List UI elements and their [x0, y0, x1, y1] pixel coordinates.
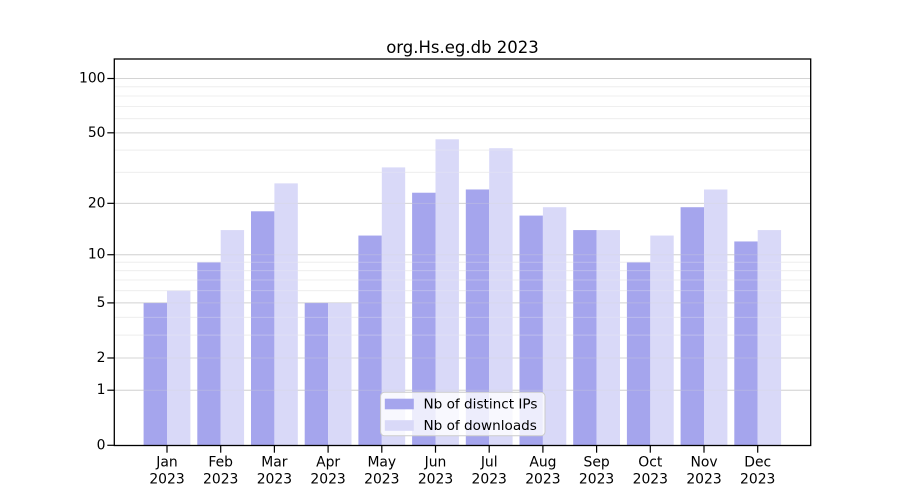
- x-tick-label-year: 2023: [203, 472, 238, 488]
- y-tick-label: 50: [88, 125, 106, 141]
- bar-ips-feb: [197, 262, 221, 446]
- bar-downloads-may: [381, 167, 406, 446]
- legend-label-downloads: Nb of downloads: [424, 418, 537, 434]
- bar-downloads-apr: [328, 302, 352, 446]
- bar-downloads-sep: [596, 230, 620, 446]
- axis-ticks: 0125102050100Jan2023Feb2023Mar2023Apr202…: [79, 71, 775, 488]
- x-tick-label-month: Dec: [744, 455, 771, 471]
- bar-downloads-jun: [435, 139, 459, 446]
- x-tick-label-month: Feb: [208, 455, 233, 471]
- x-tick-label-month: Apr: [316, 455, 340, 471]
- bar-ips-jan: [143, 302, 167, 446]
- y-tick-label: 5: [97, 295, 106, 311]
- x-tick-label-month: Nov: [690, 455, 717, 471]
- x-tick-label-year: 2023: [364, 472, 399, 488]
- x-tick-label-month: Aug: [529, 455, 556, 471]
- bar-ips-oct: [626, 262, 651, 446]
- bar-downloads-jan: [167, 290, 191, 446]
- bar-downloads-dec: [757, 230, 782, 446]
- bar-downloads-aug: [542, 207, 567, 446]
- plot-border: [113, 58, 812, 447]
- y-tick-label: 100: [79, 71, 106, 87]
- x-tick-label-month: Jan: [155, 455, 177, 471]
- gridlines-overlay: [114, 78, 811, 391]
- y-tick-label: 0: [97, 437, 106, 453]
- x-tick-label-month: Oct: [638, 455, 663, 471]
- chart-title: org.Hs.eg.db 2023: [386, 38, 539, 57]
- legend-label-distinct-ips: Nb of distinct IPs: [424, 397, 538, 413]
- bar-downloads-mar: [274, 183, 298, 446]
- x-tick-label-year: 2023: [740, 472, 775, 488]
- bar-ips-apr: [304, 302, 329, 446]
- x-tick-label-year: 2023: [579, 472, 614, 488]
- bar-downloads-jul: [489, 148, 513, 446]
- bar-downloads-feb: [220, 230, 245, 446]
- y-tick-label: 1: [97, 382, 106, 398]
- y-tick-label: 20: [88, 195, 106, 211]
- legend-swatch-downloads-icon: [384, 420, 414, 431]
- x-tick-label-year: 2023: [686, 472, 721, 488]
- chart-legend: Nb of distinct IPs Nb of downloads: [380, 391, 546, 437]
- x-tick-label-year: 2023: [472, 472, 507, 488]
- bar-downloads-nov: [704, 189, 728, 446]
- legend-box: [380, 391, 546, 437]
- bar-downloads-oct: [650, 235, 674, 446]
- legend-swatch-distinct-ips-icon: [384, 398, 414, 410]
- x-tick-label-month: Sep: [584, 455, 610, 471]
- bar-ips-jun: [412, 192, 436, 446]
- bar-ips-mar: [251, 211, 275, 446]
- x-tick-label-year: 2023: [257, 472, 292, 488]
- x-tick-label-year: 2023: [525, 472, 560, 488]
- bar-ips-nov: [680, 207, 704, 446]
- x-tick-label-month: Mar: [261, 455, 287, 471]
- bar-ips-aug: [519, 215, 543, 446]
- bars: [143, 139, 782, 446]
- x-tick-label-month: May: [367, 455, 396, 471]
- bar-ips-jul: [465, 189, 490, 446]
- x-tick-label-month: Jun: [424, 455, 447, 471]
- bar-ips-dec: [734, 241, 758, 446]
- y-tick-label: 10: [88, 247, 106, 263]
- x-tick-label-year: 2023: [633, 472, 668, 488]
- bar-ips-sep: [573, 230, 597, 446]
- x-tick-label-year: 2023: [418, 472, 453, 488]
- y-tick-label: 2: [97, 350, 106, 366]
- x-tick-label-month: Jul: [480, 455, 498, 471]
- x-tick-label-year: 2023: [310, 472, 345, 488]
- x-tick-label-year: 2023: [149, 472, 184, 488]
- bar-ips-may: [358, 235, 382, 446]
